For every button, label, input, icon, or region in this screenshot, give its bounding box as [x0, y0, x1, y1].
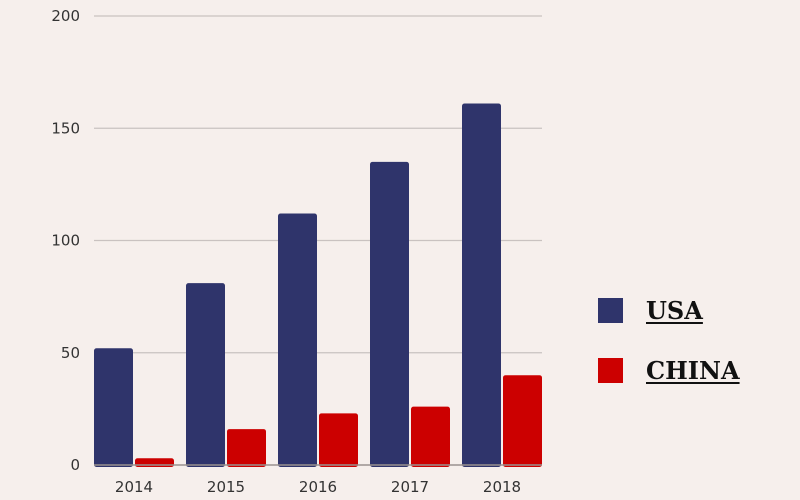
y-tick-label: 200 [51, 7, 80, 25]
y-tick-label: 50 [61, 344, 80, 362]
x-tick-label: 2016 [299, 478, 337, 496]
bar-china-2018 [503, 375, 542, 467]
x-tick-label: 2015 [207, 478, 245, 496]
y-axis-ticks: 0 50 100 150 200 [51, 7, 80, 474]
bar-china-2015 [227, 429, 266, 467]
bar-usa-2018 [462, 103, 501, 468]
legend-item-china: CHINA [598, 350, 740, 390]
bar-usa-2017 [370, 161, 409, 468]
x-axis-ticks: 2014 2015 2016 2017 2018 [115, 478, 521, 496]
legend-label-usa: USA [646, 295, 703, 325]
legend-label-china: CHINA [646, 355, 740, 385]
legend-swatch-usa [598, 297, 623, 323]
x-tick-label: 2018 [483, 478, 521, 496]
y-tick-label: 0 [70, 456, 80, 474]
legend-item-usa: USA [598, 290, 740, 330]
bar-usa-2016 [278, 213, 317, 467]
bar-china-2016 [319, 413, 358, 467]
bar-usa-2015 [186, 283, 225, 467]
bars [94, 103, 542, 468]
y-tick-label: 100 [51, 232, 80, 250]
x-tick-label: 2014 [115, 478, 153, 496]
bar-china-2017 [411, 406, 450, 467]
x-tick-label: 2017 [391, 478, 429, 496]
legend-swatch-china [598, 357, 623, 383]
legend: USA CHINA [598, 290, 740, 410]
y-tick-label: 150 [51, 119, 80, 137]
bar-usa-2014 [94, 348, 133, 467]
